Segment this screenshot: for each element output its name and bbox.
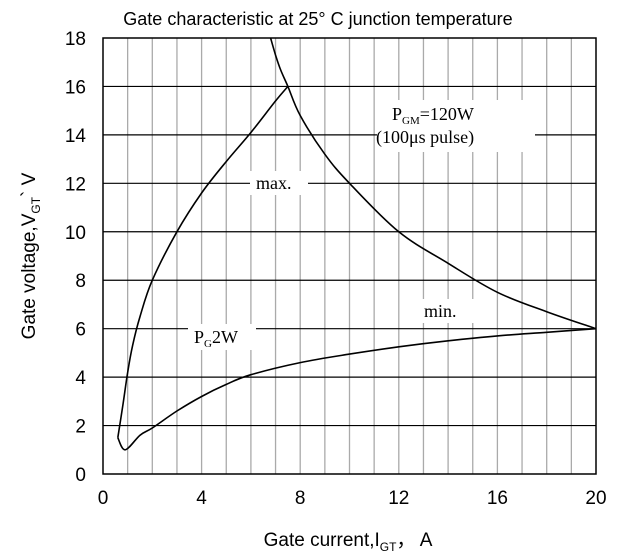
annotation-pgm: PGM=120W xyxy=(392,104,474,127)
tick-labels: 0 4 8 12 16 20 0 2 4 6 8 10 12 14 16 18 xyxy=(65,29,607,509)
x-tick-label: 8 xyxy=(295,488,306,509)
y-axis-label: Gate voltage,VGT` V xyxy=(19,172,43,339)
series-line-2 xyxy=(269,37,597,330)
y-tick-label: 4 xyxy=(75,368,86,389)
annotation-pg: PG2W xyxy=(194,327,238,350)
series-line-0 xyxy=(117,85,289,438)
x-tick-label: 0 xyxy=(98,488,109,509)
y-tick-label: 8 xyxy=(75,271,86,292)
x-tick-label: 12 xyxy=(388,488,409,509)
pgm-label-bg xyxy=(377,100,535,152)
min-label-bg xyxy=(416,299,478,323)
y-tick-label: 18 xyxy=(65,29,86,50)
x-tick-label: 16 xyxy=(487,488,508,509)
x-tick-label: 20 xyxy=(585,488,606,509)
x-axis-label: Gate current,IGT， A xyxy=(264,530,433,554)
y-tick-label: 12 xyxy=(65,174,86,195)
series-line-1 xyxy=(117,327,597,451)
y-tick-label: 2 xyxy=(75,417,86,438)
annotation-max: max. xyxy=(256,173,292,193)
y-tick-label: 14 xyxy=(65,126,87,147)
y-tick-label: 10 xyxy=(65,223,86,244)
y-tick-label: 0 xyxy=(75,465,86,486)
y-tick-label: 6 xyxy=(75,320,86,341)
x-tick-label: 4 xyxy=(196,488,207,509)
pg-label-bg xyxy=(188,324,256,350)
max-label-bg xyxy=(250,171,308,195)
annotation-pulse: (100μs pulse) xyxy=(376,127,474,148)
plot-frame xyxy=(102,37,597,475)
data-series xyxy=(117,37,597,451)
annotation-min: min. xyxy=(424,301,457,321)
y-tick-label: 16 xyxy=(65,77,86,98)
chart-title: Gate characteristic at 25° C junction te… xyxy=(123,9,512,29)
